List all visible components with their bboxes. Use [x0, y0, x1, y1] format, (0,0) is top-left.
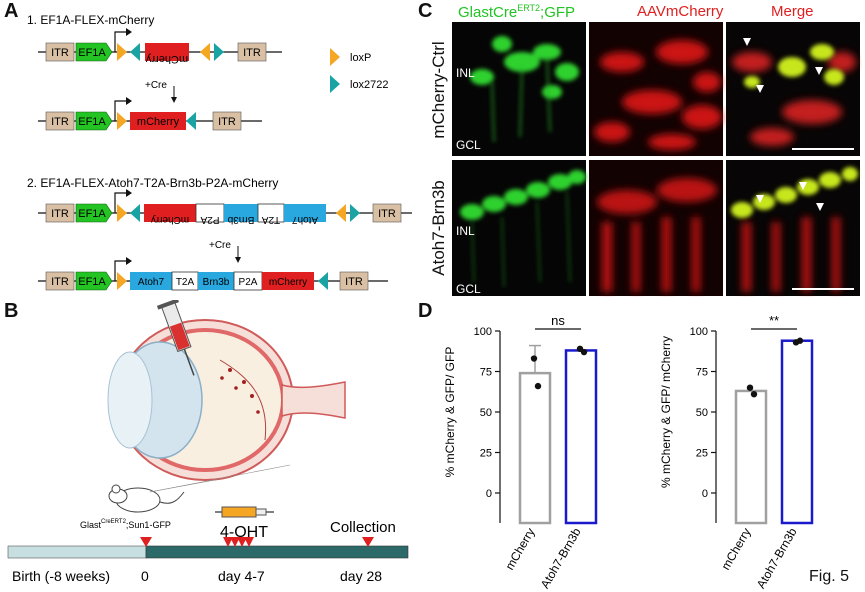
panel-label-a: A [4, 0, 19, 22]
data-point [530, 355, 538, 362]
panel-label-d: D [418, 300, 433, 322]
col-header-gfp: GlastCreERT2;GFP [458, 3, 576, 21]
itr-label: ITR [51, 208, 69, 220]
svg-text:P2A: P2A [239, 277, 258, 288]
panel-label-c: C [418, 0, 433, 22]
y-tick-label: 75 [480, 367, 492, 379]
data-point [796, 337, 804, 344]
day28-label: day 28 [340, 568, 382, 584]
itr-label: ITR [243, 47, 261, 59]
svg-text:ITR: ITR [345, 276, 363, 288]
svg-text:+Cre: +Cre [209, 240, 231, 251]
y-tick-label: 100 [474, 326, 492, 338]
data-point [746, 384, 754, 391]
day0-label: 0 [141, 568, 149, 584]
drug-label: 4-OHT [220, 524, 268, 541]
row-label-ctrl: mCherry-Ctrl [429, 41, 448, 139]
svg-text:mCherry: mCherry [151, 214, 189, 225]
cre-label: +Cre [145, 80, 167, 91]
col-header-merge: Merge [771, 3, 814, 20]
svg-text:Brn3b: Brn3b [227, 214, 254, 225]
svg-text:Atoh7: Atoh7 [138, 277, 165, 288]
category-label: mCherry [718, 526, 753, 573]
itr-label: ITR [218, 116, 236, 128]
y-tick-label: 50 [480, 407, 492, 419]
itr-label: ITR [51, 47, 69, 59]
svg-text:ITR: ITR [378, 208, 396, 220]
y-tick-label: 0 [702, 488, 708, 500]
row-label-atoh7: Atoh7-Brn3b [429, 179, 448, 276]
construct-diagram: 1. EF1A-FLEX-mCherry ITR EF1A mCherry IT… [27, 13, 412, 291]
y-tick-label: 25 [480, 448, 492, 460]
inl-label-row1: INL [456, 66, 475, 80]
ef1a-label: EF1A [78, 116, 106, 128]
mouse-illustration [108, 484, 185, 513]
svg-text:T2A: T2A [262, 214, 281, 225]
y-tick-label: 25 [696, 448, 708, 460]
y-axis-label: % mCherry & GFP/ GFP [443, 347, 457, 478]
category-label: Atoh7-Brn3b [538, 525, 584, 591]
category-label: mCherry [502, 526, 537, 573]
panel-label-b: B [4, 300, 19, 322]
mouse-genotype: Glast [80, 520, 102, 530]
y-tick-label: 50 [696, 407, 708, 419]
ef1a-label: EF1A [78, 208, 106, 220]
lox2722-legend: lox2722 [350, 79, 389, 91]
svg-text:mCherry: mCherry [269, 277, 307, 288]
svg-text:EF1A: EF1A [78, 276, 106, 288]
construct2-title: 2. EF1A-FLEX-Atoh7-T2A-Brn3b-P2A-mCherry [27, 176, 278, 190]
gcl-label-row2: GCL [456, 282, 481, 296]
inl-label-row2: INL [456, 224, 475, 238]
svg-text:Atoh7: Atoh7 [291, 214, 318, 225]
y-tick-label: 0 [486, 488, 492, 500]
collection-label: Collection [330, 519, 396, 536]
micrograph-grid [452, 22, 860, 296]
y-axis-label: % mCherry & GFP/ mCherry [659, 336, 673, 488]
category-label: Atoh7-Brn3b [754, 525, 800, 591]
svg-text:P2A: P2A [200, 214, 219, 225]
mcherry-label: mCherry [137, 116, 180, 128]
eye-illustration [107, 319, 346, 481]
birth-label: Birth (-8 weeks) [12, 568, 110, 584]
syringe-icon [156, 300, 195, 376]
bar [780, 339, 814, 525]
itr-label: ITR [51, 116, 69, 128]
y-tick-label: 75 [696, 367, 708, 379]
svg-text:GlastCreERT2;Sun1-GFP: GlastCreERT2;Sun1-GFP [80, 519, 171, 530]
gcl-label-row1: GCL [456, 138, 481, 152]
loxp-legend: loxP [350, 52, 371, 64]
figure-number: Fig. 5 [809, 568, 850, 585]
tamoxifen-syringe-icon [215, 506, 274, 518]
col-header-mcherry: AAVmCherry [637, 3, 724, 20]
day47-label: day 4-7 [218, 568, 265, 584]
y-tick-label: 100 [690, 326, 708, 338]
ef1a-label: EF1A [78, 47, 106, 59]
significance-label: ** [769, 313, 779, 328]
data-point [750, 390, 758, 398]
data-point [534, 382, 542, 390]
bar [564, 349, 598, 525]
injection-timeline: GlastCreERT2;Sun1-GFP 4-OHT Collection B… [7, 300, 409, 584]
mcherry-inverted-label: mCherry [145, 53, 188, 65]
svg-text:Brn3b: Brn3b [203, 277, 230, 288]
svg-text:ITR: ITR [51, 276, 69, 288]
significance-label: ns [551, 313, 565, 328]
svg-text:T2A: T2A [176, 277, 195, 288]
bar [518, 371, 552, 525]
construct1-title: 1. EF1A-FLEX-mCherry [27, 13, 154, 27]
bar [734, 389, 768, 525]
data-point [580, 348, 588, 356]
